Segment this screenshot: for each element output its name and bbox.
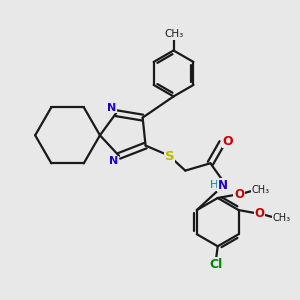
Text: N: N — [109, 156, 119, 166]
Text: O: O — [222, 135, 233, 148]
Text: S: S — [165, 150, 175, 163]
Text: O: O — [234, 188, 244, 201]
Text: O: O — [255, 207, 265, 220]
Text: N: N — [107, 103, 116, 113]
Text: CH₃: CH₃ — [273, 213, 291, 223]
Text: N: N — [218, 178, 227, 191]
Text: CH₃: CH₃ — [252, 185, 270, 195]
Text: CH₃: CH₃ — [164, 29, 183, 39]
Text: Cl: Cl — [210, 258, 223, 271]
Text: H: H — [210, 180, 218, 190]
